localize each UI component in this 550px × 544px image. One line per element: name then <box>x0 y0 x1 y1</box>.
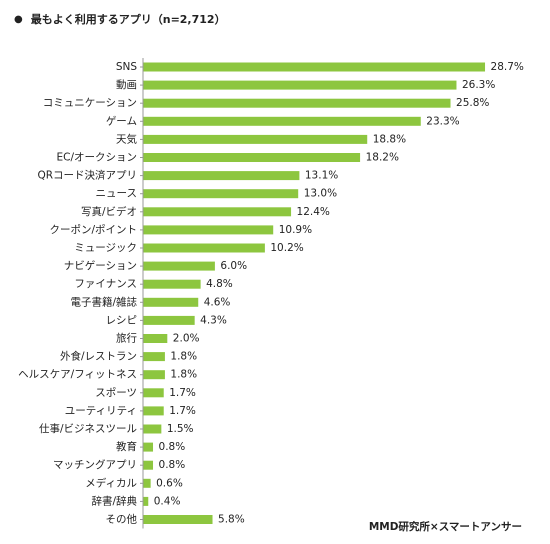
chart-title-row: ● 最もよく利用するアプリ（n=2,712） <box>14 12 226 28</box>
chart-bars <box>143 62 486 524</box>
category-label: 仕事/ビジネスツール <box>39 422 137 435</box>
value-label: 6.0% <box>220 260 247 272</box>
value-label: 13.1% <box>305 170 338 182</box>
value-label: 4.6% <box>204 296 231 308</box>
bar <box>143 297 199 307</box>
title-bullet-icon: ● <box>14 14 23 25</box>
value-label: 4.3% <box>200 314 227 326</box>
category-label: その他 <box>106 513 138 526</box>
bar <box>143 478 151 488</box>
value-label: 23.3% <box>426 115 459 127</box>
value-label: 1.8% <box>170 351 197 363</box>
bar <box>143 153 361 162</box>
value-label: 0.8% <box>159 441 186 453</box>
bar <box>143 406 164 416</box>
category-label: SNS <box>116 61 138 73</box>
value-label: 2.0% <box>173 333 200 345</box>
bar <box>143 189 299 199</box>
value-label: 1.8% <box>170 369 197 381</box>
bar <box>143 370 165 380</box>
value-label: 0.8% <box>159 459 186 471</box>
bar <box>143 225 274 235</box>
value-label: 18.8% <box>373 133 406 145</box>
bar <box>143 134 368 144</box>
category-label: クーポン/ポイント <box>49 224 137 236</box>
bar <box>143 116 421 126</box>
value-label: 25.8% <box>456 97 489 109</box>
bar <box>143 171 300 181</box>
bar <box>143 243 265 253</box>
category-label: スポーツ <box>95 387 137 399</box>
category-label: 天気 <box>116 132 137 145</box>
category-label: 外食/レストラン <box>60 350 137 363</box>
value-label: 13.0% <box>304 188 337 200</box>
bar <box>143 442 154 452</box>
bar <box>143 261 215 271</box>
value-label: 1.5% <box>167 423 194 435</box>
bar <box>143 315 195 325</box>
bar <box>143 496 149 506</box>
category-label: 写真/ビデオ <box>81 205 137 218</box>
category-label: 辞書/辞典 <box>91 494 137 507</box>
value-label: 4.8% <box>206 278 233 290</box>
category-label: レシピ <box>106 314 138 326</box>
value-label: 10.2% <box>270 242 303 254</box>
value-label: 12.4% <box>297 206 330 218</box>
category-label: 動画 <box>116 78 137 91</box>
value-label: 28.7% <box>491 61 524 73</box>
category-label: ニュース <box>96 188 137 200</box>
category-label: マッチングアプリ <box>53 458 137 471</box>
bar <box>143 388 164 398</box>
chart-axis <box>140 57 144 529</box>
bar <box>143 279 201 289</box>
value-label: 0.4% <box>154 495 181 507</box>
value-label: 1.7% <box>169 387 196 399</box>
value-label: 26.3% <box>462 79 495 91</box>
source-credit: MMD研究所×スマートアンサー <box>368 521 522 533</box>
chart-title: 最もよく利用するアプリ（n=2,712） <box>30 13 226 26</box>
value-label: 5.8% <box>218 514 245 526</box>
category-label: ミュージック <box>74 242 137 254</box>
bar <box>143 515 213 524</box>
category-label: ユーティリティ <box>65 405 137 417</box>
value-label: 0.6% <box>156 477 183 489</box>
bar <box>143 334 168 343</box>
bar <box>143 207 292 217</box>
category-label: ファイナンス <box>74 278 137 290</box>
category-label: ナビゲーション <box>64 260 137 272</box>
value-label: 10.9% <box>279 224 312 236</box>
category-label: QRコード決済アプリ <box>37 169 137 182</box>
bar <box>143 424 162 434</box>
category-label: メディカル <box>85 476 137 489</box>
bar <box>143 98 451 108</box>
bar <box>143 460 154 470</box>
category-label: EC/オークション <box>56 152 137 164</box>
category-label: 電子書籍/雑誌 <box>70 295 137 308</box>
category-label: ゲーム <box>106 115 137 127</box>
value-label: 18.2% <box>366 152 399 164</box>
bar <box>143 80 457 90</box>
bar <box>143 352 165 362</box>
bar <box>143 62 486 72</box>
chart-value-labels: 28.7% 26.3% 25.8% 23.3% 18.8% 18.2% 13.1% 13.0%… <box>154 61 524 526</box>
category-label: 旅行 <box>116 332 137 345</box>
category-label: ヘルスケア/フィットネス <box>18 369 137 381</box>
category-label: 教育 <box>116 440 137 453</box>
value-label: 1.7% <box>169 405 196 417</box>
category-label: コミュニケーション <box>43 97 137 109</box>
